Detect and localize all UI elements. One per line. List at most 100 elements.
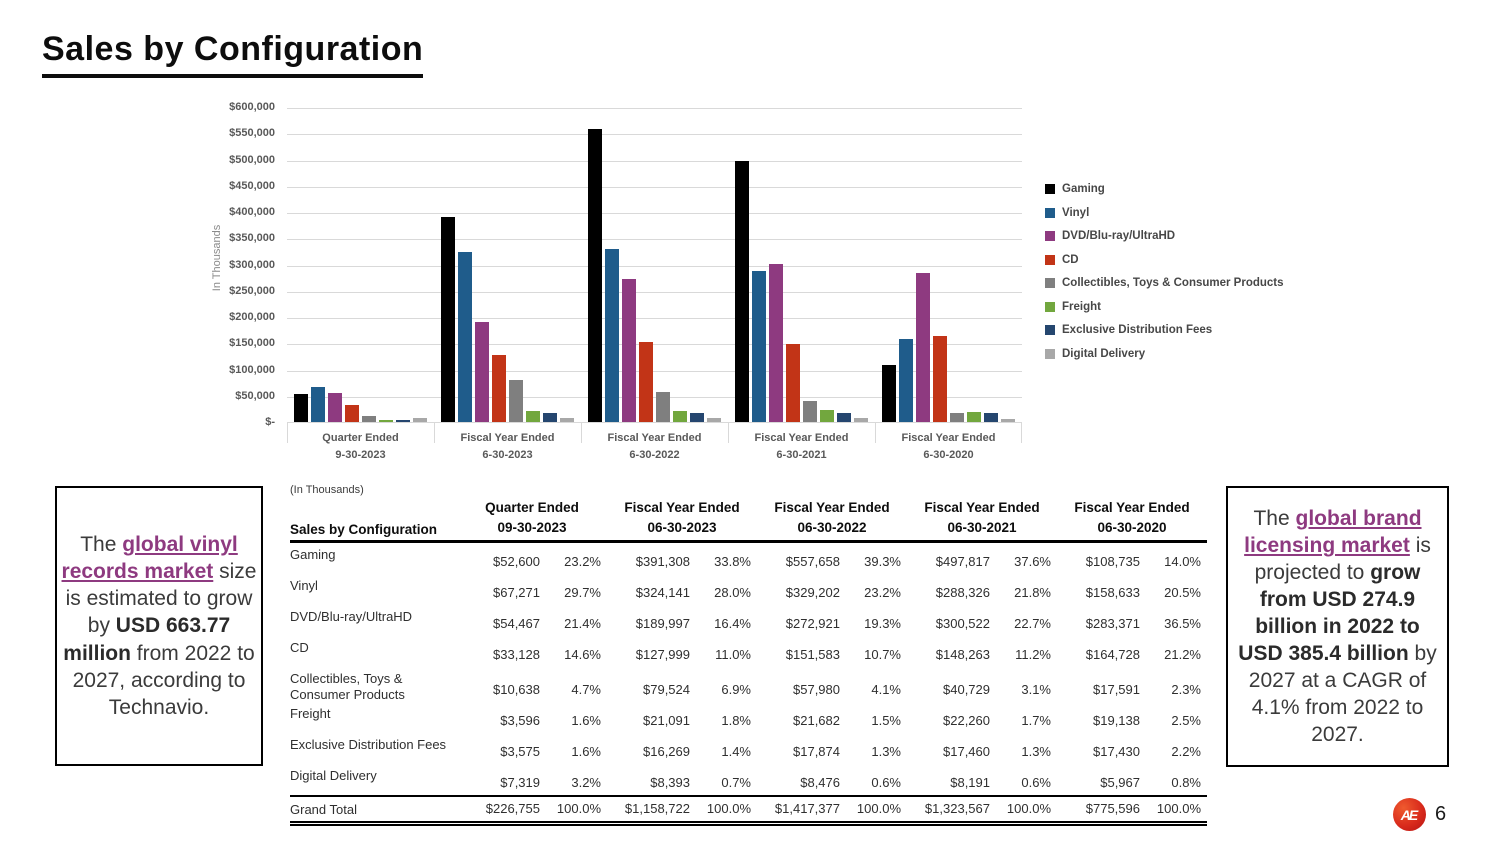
table-amount-cell: $8,476 (800, 775, 840, 791)
chart-x-axis-ticks (287, 423, 1022, 445)
legend-swatch-icon (1045, 325, 1055, 335)
x-category-line2: 6-30-2021 (776, 449, 827, 462)
bar-vinyl (458, 252, 472, 422)
table-amount-cell: $148,263 (935, 647, 990, 663)
table-percent-cell: 1.8% (721, 713, 751, 729)
bar-exclusive-distribution-fees (690, 413, 704, 422)
column-header-line2: 06-30-2023 (647, 519, 717, 535)
table-amount-cell: $21,682 (793, 713, 840, 729)
table-amount-cell: $79,524 (643, 682, 690, 698)
table-column-header: Quarter Ended 09-30-2023 (457, 498, 607, 540)
gridline (287, 344, 1022, 346)
table-percent-cell: 0.7% (721, 775, 751, 791)
legend-swatch-icon (1045, 231, 1055, 241)
legend-item: CD (1045, 254, 1284, 266)
bar-exclusive-distribution-fees (543, 413, 557, 422)
legend-label: Digital Delivery (1062, 347, 1146, 360)
table-percent-cell: 6.9% (721, 682, 751, 698)
table-column-header: Fiscal Year Ended 06-30-2022 (757, 498, 907, 540)
legend-swatch-icon (1045, 207, 1055, 218)
column-header-line1: Fiscal Year Ended (774, 500, 890, 515)
y-tick-label: $300,000 (229, 258, 275, 271)
legend-label: Gaming (1062, 183, 1105, 195)
table-percent-cell: 11.2% (1015, 647, 1051, 663)
table-percent-cell: 3.2% (571, 775, 601, 791)
table-percent-cell: 29.7% (564, 585, 601, 601)
column-header-line2: 06-30-2020 (1097, 519, 1167, 535)
table-amount-cell: $300,522 (935, 616, 990, 632)
gridline (287, 186, 1022, 188)
table-amount-cell: $21,091 (643, 713, 690, 729)
table-row-label: DVD/Blu-ray/UltraHD (290, 609, 413, 625)
legend-label: Collectibles, Toys & Consumer Products (1062, 277, 1284, 289)
bar-vinyl (899, 339, 913, 422)
x-category-label: Fiscal Year Ended 6-30-2022 (581, 430, 728, 464)
table-row: Collectibles, Toys & Consumer Products $1… (290, 667, 1207, 702)
table-amount-cell: $3,575 (500, 744, 540, 760)
vinyl-records-market-link[interactable]: global vinyl records market (61, 533, 238, 584)
brand-licensing-market-link[interactable]: global brand licensing market (1244, 506, 1422, 557)
y-tick-label: $600,000 (229, 101, 275, 113)
table-amount-cell: $226,755 (485, 801, 540, 817)
table-row: Digital Delivery $7,319 3.2% $8,393 0.7% $8,4… (290, 764, 1207, 795)
y-tick-label: $350,000 (229, 232, 275, 245)
table-percent-cell: 2.2% (1171, 744, 1201, 760)
callout-text-segment: The (80, 533, 123, 557)
table-percent-cell: 100.0% (706, 801, 751, 817)
bar-cd (639, 342, 653, 422)
table-row: Grand Total $226,755 100.0% $1,158,722 100.0… (290, 795, 1207, 827)
x-axis-tick (581, 423, 582, 443)
gridline (287, 239, 1022, 241)
table-body: Gaming $52,600 23.2% $391,308 33.8% $557,658 3… (290, 543, 1207, 827)
table-amount-cell: $52,600 (493, 554, 540, 570)
column-header-line2: 09-30-2023 (497, 519, 567, 535)
y-tick-label: $450,000 (229, 179, 275, 192)
table-amount-cell: $17,460 (943, 744, 990, 760)
bar-cd (786, 344, 800, 422)
table-percent-cell: 1.3% (1021, 744, 1051, 760)
x-category-label: Fiscal Year Ended 6-30-2023 (434, 430, 581, 464)
brand-licensing-callout-text: The global brand licensing market is pro… (1232, 505, 1443, 749)
vinyl-market-callout-text: The global vinyl records market size is … (61, 531, 257, 721)
table-percent-cell: 11.0% (715, 647, 751, 663)
table-percent-cell: 100.0% (856, 801, 901, 817)
x-category-line1: Fiscal Year Ended (754, 432, 849, 444)
bar-collectibles-toys-consumer-products (803, 401, 817, 422)
gridline (287, 318, 1022, 319)
table-amount-cell: $57,980 (793, 682, 840, 698)
table-percent-cell: 21.8% (1014, 585, 1051, 601)
y-tick-label: $50,000 (235, 389, 275, 402)
x-axis-tick (875, 423, 876, 443)
bar-freight (379, 420, 393, 422)
x-category-line1: Quarter Ended (322, 432, 399, 444)
table-percent-cell: 2.5% (1171, 713, 1201, 729)
table-amount-cell: $288,326 (935, 585, 990, 601)
table-amount-cell: $391,308 (635, 554, 690, 570)
bar-exclusive-distribution-fees (837, 413, 851, 422)
legend-item: Collectibles, Toys & Consumer Products (1045, 277, 1284, 289)
bar-digital-delivery (413, 418, 427, 422)
table-percent-cell: 36.5% (1164, 616, 1201, 632)
company-logo-letters: AE (1400, 806, 1419, 823)
table-row-label: Digital Delivery (290, 768, 377, 784)
legend-item: DVD/Blu-ray/UltraHD (1045, 230, 1284, 242)
x-category-label: Fiscal Year Ended 6-30-2020 (875, 430, 1022, 464)
chart-x-labels: Quarter Ended 9-30-2023 Fiscal Year Ended 6… (287, 430, 1022, 464)
table-amount-cell: $127,999 (635, 647, 690, 663)
table-amount-cell: $775,596 (1085, 801, 1140, 817)
table-units-note: (In Thousands) (290, 484, 364, 496)
table-percent-cell: 100.0% (1006, 801, 1051, 817)
table-row: Exclusive Distribution Fees $3,575 1.6% $16… (290, 733, 1207, 764)
column-header-line1: Fiscal Year Ended (1074, 500, 1190, 515)
bar-collectibles-toys-consumer-products (656, 392, 670, 422)
table-row: Vinyl $67,271 29.7% $324,141 28.0% $329,202 23… (290, 574, 1207, 605)
chart-plot (287, 108, 1022, 423)
table-amount-cell: $557,658 (785, 554, 840, 570)
table-amount-cell: $189,997 (635, 616, 690, 632)
table-percent-cell: 19.3% (864, 616, 901, 632)
column-header-line1: Quarter Ended (485, 500, 579, 515)
table-row-header: Sales by Configuration (290, 522, 438, 538)
gridline (287, 213, 1022, 214)
x-axis-tick (287, 423, 288, 443)
